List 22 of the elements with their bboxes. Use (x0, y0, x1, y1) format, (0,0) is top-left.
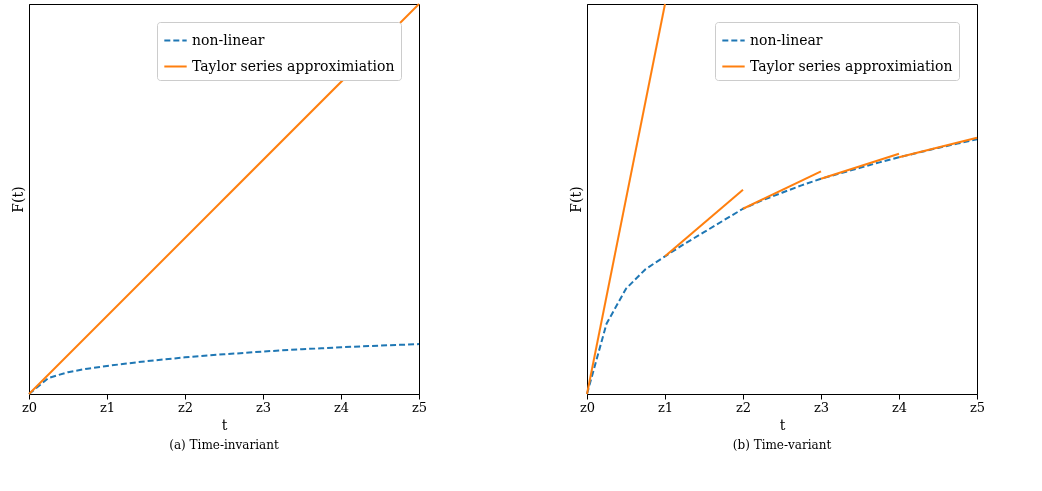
legend-label: Taylor series approximiation (192, 57, 395, 74)
y-axis-title: F(t) (567, 186, 584, 213)
x-tick-label: z2 (177, 399, 194, 415)
x-tick-label: z5 (969, 399, 986, 415)
x-tick-label: z5 (411, 399, 428, 415)
x-tick-label: z3 (255, 399, 272, 415)
legend-label: non-linear (750, 31, 823, 48)
y-axis-title: F(t) (9, 186, 26, 213)
legend-label: Taylor series approximiation (750, 57, 953, 74)
x-tick-label: z3 (813, 399, 830, 415)
x-tick-label: z4 (891, 399, 908, 415)
text: (b) Time-variant (732, 438, 832, 452)
x-tick-label: z1 (657, 399, 674, 415)
x-axis-title: t (779, 416, 786, 433)
x-tick-label: z0 (21, 399, 38, 415)
text: (a) Time-invariant (169, 438, 279, 452)
x-tick-label: z2 (735, 399, 752, 415)
x-tick-label: z4 (333, 399, 350, 415)
x-axis-title: t (221, 416, 228, 433)
x-tick-label: z1 (99, 399, 116, 415)
legend-label: non-linear (192, 31, 265, 48)
x-tick-label: z0 (579, 399, 596, 415)
